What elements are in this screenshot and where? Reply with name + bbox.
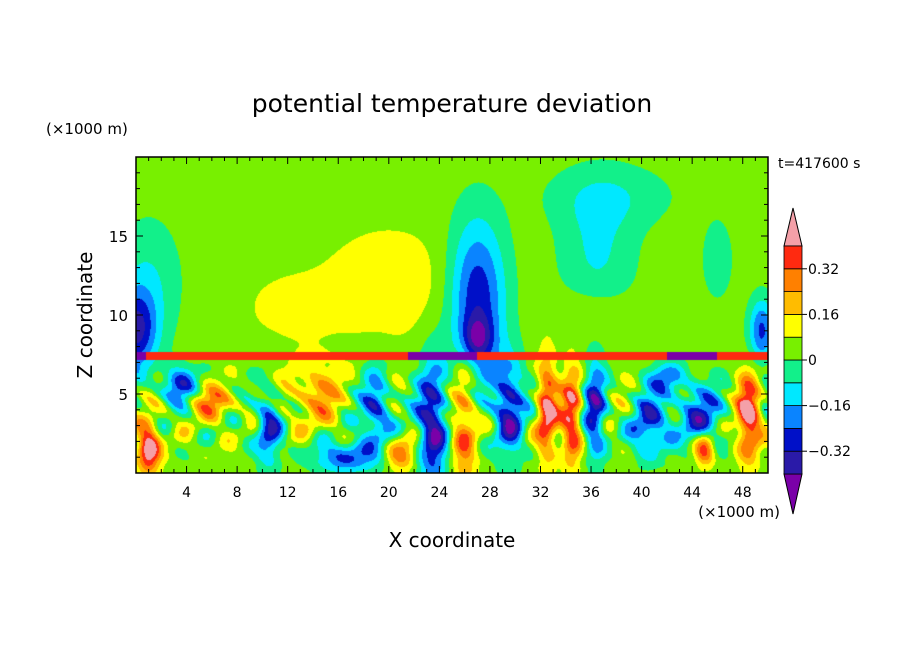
y-unit-label: (×1000 m) xyxy=(46,120,128,138)
y-tick-label: 5 xyxy=(118,386,128,404)
x-tick-label: 4 xyxy=(182,485,191,501)
x-tick-label: 16 xyxy=(329,485,347,501)
x-tick-label: 12 xyxy=(279,485,297,501)
y-tick-label: 10 xyxy=(109,307,128,325)
colorbar-under-triangle xyxy=(783,473,803,515)
x-tick-label: 8 xyxy=(233,485,242,501)
colorbar-band xyxy=(783,450,803,475)
colorbar: 0.32 0.16 0 −0.16 −0.32 xyxy=(783,207,851,515)
colorbar-over-triangle xyxy=(783,207,803,247)
time-label: t=417600 s xyxy=(778,156,860,172)
x-tick-label: 48 xyxy=(734,485,752,501)
x-tick-label: 24 xyxy=(430,485,448,501)
colorbar-tick-label: 0.16 xyxy=(808,307,839,323)
field-raster xyxy=(136,157,768,473)
colorbar-band xyxy=(783,291,803,315)
x-tick-label: 28 xyxy=(481,485,499,501)
chart-title: potential temperature deviation xyxy=(252,89,652,118)
colorbar-tick-label: 0.32 xyxy=(808,262,839,278)
colorbar-band xyxy=(783,427,803,452)
colorbar-band xyxy=(783,313,803,338)
x-tick-label: 36 xyxy=(582,485,600,501)
colorbar-tick-label: −0.32 xyxy=(808,444,851,460)
contour-field xyxy=(136,157,768,473)
x-unit-label: (×1000 m) xyxy=(698,503,780,521)
colorbar-band xyxy=(783,382,803,406)
x-axis: 4 8 12 16 20 24 28 32 36 40 44 48 xyxy=(135,157,769,501)
x-tick-label: 44 xyxy=(683,485,701,501)
colorbar-band xyxy=(783,336,803,361)
y-tick-label: 15 xyxy=(109,228,128,246)
x-axis-label: X coordinate xyxy=(389,528,516,552)
colorbar-band xyxy=(783,405,803,429)
y-axis: 5 10 15 xyxy=(109,156,768,474)
x-tick-label: 40 xyxy=(633,485,651,501)
colorbar-band xyxy=(783,359,803,384)
colorbar-band xyxy=(783,245,803,270)
colorbar-tick-label: 0 xyxy=(808,353,817,369)
x-tick-label: 32 xyxy=(532,485,550,501)
x-tick-label: 20 xyxy=(380,485,398,501)
y-axis-label: Z coordinate xyxy=(73,252,97,379)
colorbar-tick-label: −0.16 xyxy=(808,399,851,415)
colorbar-band xyxy=(783,268,803,292)
